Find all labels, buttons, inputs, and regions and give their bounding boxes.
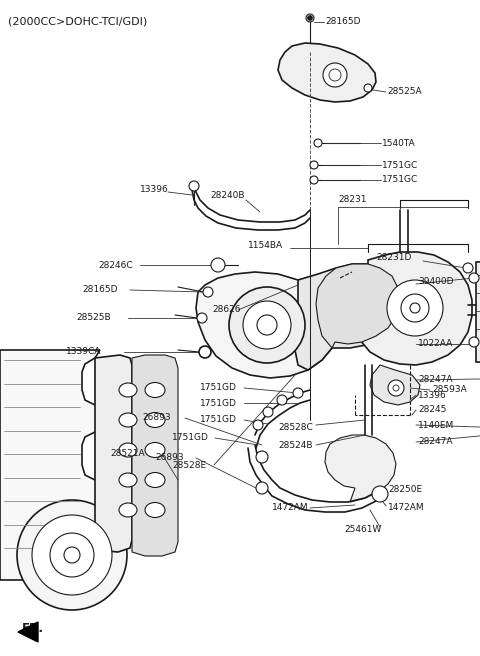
Text: 1339CA: 1339CA <box>66 348 101 356</box>
Circle shape <box>263 407 273 417</box>
Circle shape <box>256 451 268 463</box>
Polygon shape <box>278 43 376 102</box>
Circle shape <box>308 16 312 20</box>
Text: 28231: 28231 <box>338 195 367 205</box>
Circle shape <box>229 287 305 363</box>
Circle shape <box>64 547 80 563</box>
Text: 13396: 13396 <box>418 390 447 400</box>
Polygon shape <box>0 350 100 580</box>
Text: 1540TA: 1540TA <box>382 138 416 148</box>
Text: 1751GD: 1751GD <box>200 384 237 392</box>
Circle shape <box>314 139 322 147</box>
Text: 28528C: 28528C <box>278 424 313 432</box>
Ellipse shape <box>119 413 137 427</box>
Circle shape <box>32 515 112 595</box>
Text: 28245: 28245 <box>418 405 446 415</box>
Text: 1751GC: 1751GC <box>382 161 418 169</box>
FancyBboxPatch shape <box>476 262 480 362</box>
Circle shape <box>50 533 94 577</box>
Text: 28247A: 28247A <box>418 438 453 447</box>
Text: 28165D: 28165D <box>82 285 118 295</box>
Circle shape <box>401 294 429 322</box>
Text: 1022AA: 1022AA <box>418 340 453 348</box>
Polygon shape <box>18 622 38 642</box>
Text: 28240B: 28240B <box>210 190 244 199</box>
Circle shape <box>410 303 420 313</box>
Polygon shape <box>354 252 472 365</box>
Ellipse shape <box>145 443 165 457</box>
Text: 26893: 26893 <box>155 453 184 462</box>
Circle shape <box>387 280 443 336</box>
Circle shape <box>364 84 372 92</box>
Text: 1140EM: 1140EM <box>418 420 454 430</box>
Circle shape <box>211 258 225 272</box>
Circle shape <box>310 161 318 169</box>
Circle shape <box>393 385 399 391</box>
Text: 1472AM: 1472AM <box>388 504 425 512</box>
Text: 28525A: 28525A <box>387 87 421 96</box>
Circle shape <box>306 14 314 22</box>
Circle shape <box>256 482 268 494</box>
Text: 26893: 26893 <box>142 413 170 422</box>
Text: (2000CC>DOHC-TCI/GDI): (2000CC>DOHC-TCI/GDI) <box>8 16 147 26</box>
Circle shape <box>293 388 303 398</box>
Text: 1154BA: 1154BA <box>248 241 283 249</box>
Circle shape <box>197 313 207 323</box>
Ellipse shape <box>119 473 137 487</box>
Circle shape <box>372 486 388 502</box>
Text: 28247A: 28247A <box>418 375 453 384</box>
Circle shape <box>277 395 287 405</box>
Polygon shape <box>316 264 400 348</box>
Circle shape <box>243 301 291 349</box>
Text: 28528E: 28528E <box>172 461 206 470</box>
Ellipse shape <box>119 503 137 517</box>
Text: 28524B: 28524B <box>278 440 312 449</box>
Polygon shape <box>295 264 402 370</box>
Circle shape <box>253 420 263 430</box>
Circle shape <box>17 500 127 610</box>
Text: FR.: FR. <box>22 622 44 635</box>
Circle shape <box>323 63 347 87</box>
Text: 13396: 13396 <box>140 186 169 194</box>
Text: 39400D: 39400D <box>418 276 454 285</box>
Text: 1751GC: 1751GC <box>382 176 418 184</box>
Ellipse shape <box>145 472 165 487</box>
Polygon shape <box>196 272 336 378</box>
Text: 28626: 28626 <box>212 306 240 314</box>
Polygon shape <box>325 435 396 502</box>
Text: 28246C: 28246C <box>98 260 132 270</box>
Text: 1751GD: 1751GD <box>200 415 237 424</box>
Text: 28231D: 28231D <box>376 253 411 262</box>
Ellipse shape <box>145 413 165 428</box>
Text: 28521A: 28521A <box>110 449 144 459</box>
Polygon shape <box>370 365 420 405</box>
Circle shape <box>189 181 199 191</box>
Circle shape <box>203 287 213 297</box>
Circle shape <box>469 337 479 347</box>
Circle shape <box>463 263 473 273</box>
Circle shape <box>329 69 341 81</box>
Text: 1751GD: 1751GD <box>172 434 209 443</box>
Ellipse shape <box>145 502 165 518</box>
Polygon shape <box>95 355 132 552</box>
Circle shape <box>310 176 318 184</box>
Text: 28593A: 28593A <box>432 386 467 394</box>
Circle shape <box>469 273 479 283</box>
Circle shape <box>257 315 277 335</box>
Text: 1751GD: 1751GD <box>200 398 237 407</box>
Text: 28165D: 28165D <box>325 18 360 26</box>
Polygon shape <box>132 355 178 556</box>
Ellipse shape <box>119 443 137 457</box>
Circle shape <box>388 380 404 396</box>
Text: 25461W: 25461W <box>344 525 382 535</box>
Ellipse shape <box>119 383 137 397</box>
Text: 1472AM: 1472AM <box>272 504 309 512</box>
Ellipse shape <box>145 382 165 398</box>
Circle shape <box>199 346 211 358</box>
Text: 28525B: 28525B <box>76 314 110 323</box>
Text: 28250E: 28250E <box>388 485 422 495</box>
